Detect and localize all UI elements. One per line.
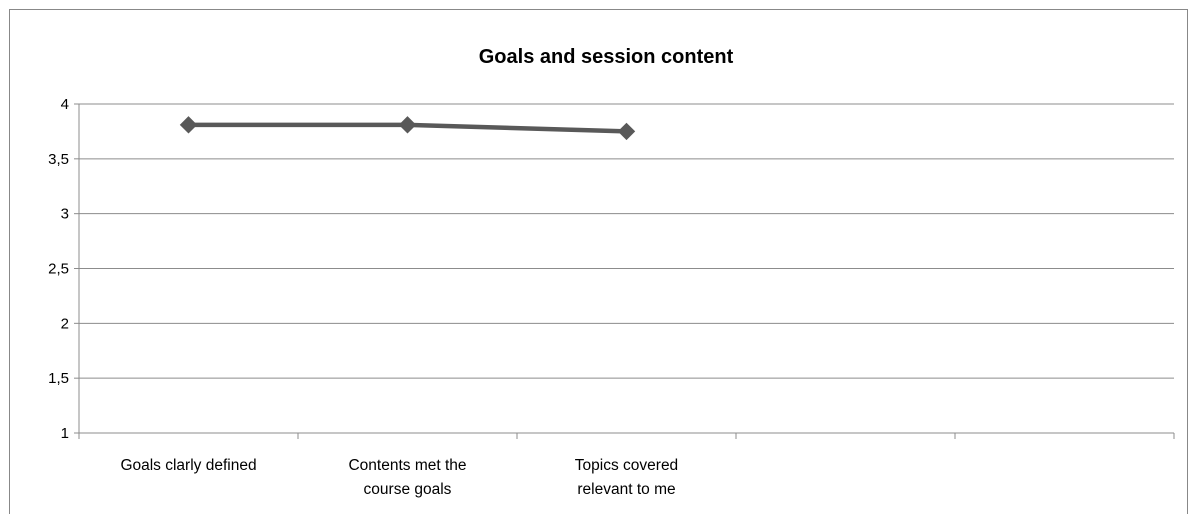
- series-layer: [179, 116, 636, 141]
- axes: [74, 103, 1175, 439]
- y-tick-label: 2,5: [48, 261, 69, 278]
- y-tick-label: 4: [61, 96, 69, 113]
- x-tick-label: Contents met the course goals: [348, 457, 466, 498]
- x-tick-labels: Goals clarly defined Contents met the cour…: [120, 457, 678, 498]
- y-tick-label: 2: [61, 315, 69, 332]
- data-point-marker: [617, 122, 636, 141]
- y-tick-label: 1: [61, 425, 69, 442]
- data-point-marker: [179, 116, 198, 134]
- chart-frame: [9, 9, 1188, 514]
- data-point-marker: [398, 116, 417, 134]
- chart-title: Goals and session content: [479, 46, 734, 68]
- x-tick-label: Goals clarly defined: [120, 457, 256, 474]
- y-tick-label: 1,5: [48, 370, 69, 387]
- y-tick-label: 3: [61, 206, 69, 223]
- y-tick-labels: 1 1,5 2 2,5 3 3,5 4: [48, 96, 69, 442]
- x-tick-label: Topics covered relevant to me: [575, 457, 678, 498]
- grid-lines: [79, 103, 1174, 379]
- y-tick-label: 3,5: [48, 151, 69, 168]
